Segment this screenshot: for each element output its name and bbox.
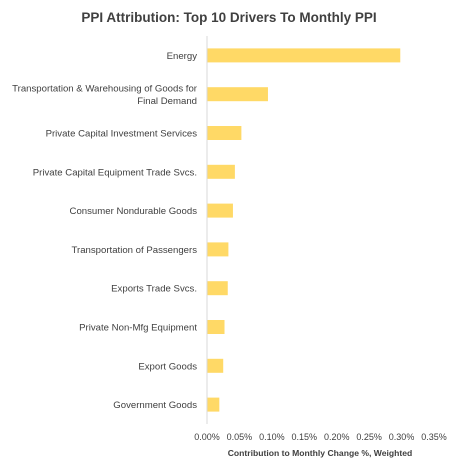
category-label-1: Transportation & Warehousing of Goods fo… (12, 83, 198, 107)
category-label-0: Energy (167, 51, 198, 62)
category-label-line: Government Goods (113, 400, 197, 411)
category-label-2: Private Capital Investment Services (46, 129, 198, 140)
category-label-line: Export Goods (138, 361, 197, 372)
bar-2 (207, 126, 242, 140)
category-label-6: Exports Trade Svcs. (111, 284, 197, 295)
bar-6 (207, 281, 228, 296)
category-label-8: Export Goods (138, 361, 197, 372)
bar-4 (207, 203, 233, 218)
category-labels-group: Energy Transportation & Warehousing of Go… (12, 51, 198, 411)
category-label-line: Transportation of Passengers (72, 245, 198, 256)
bar-9 (207, 397, 220, 412)
category-label-line: Transportation & Warehousing of Goods fo… (12, 83, 198, 94)
x-tick-label-6: 0.30% (389, 432, 415, 442)
category-label-4: Consumer Nondurable Goods (70, 206, 198, 217)
x-axis-label: Contribution to Monthly Change %, Weight… (228, 448, 413, 458)
category-label-3: Private Capital Equipment Trade Svcs. (33, 167, 197, 178)
category-label-line: Private Non-Mfg Equipment (79, 323, 197, 334)
x-tick-label-5: 0.25% (356, 432, 382, 442)
bars-group (207, 48, 401, 412)
bar-8 (207, 358, 224, 373)
chart-title: PPI Attribution: Top 10 Drivers To Month… (81, 10, 376, 25)
x-tick-label-3: 0.15% (292, 432, 318, 442)
bar-1 (207, 87, 268, 102)
category-label-line: Private Capital Investment Services (46, 129, 198, 140)
bar-3 (207, 164, 235, 179)
x-tick-label-4: 0.20% (324, 432, 350, 442)
category-label-line: Final Demand (137, 96, 197, 107)
x-tick-label-2: 0.10% (259, 432, 285, 442)
category-label-line: Consumer Nondurable Goods (70, 206, 198, 217)
x-tick-labels-group: 0.00% 0.05% 0.10% 0.15% 0.20% 0.25% 0.30% 0.35% (194, 432, 447, 442)
bar-5 (207, 242, 229, 257)
category-label-9: Government Goods (113, 400, 197, 411)
x-tick-label-0: 0.00% (194, 432, 220, 442)
category-label-line: Exports Trade Svcs. (111, 284, 197, 295)
category-label-line: Private Capital Equipment Trade Svcs. (33, 167, 197, 178)
x-tick-label-1: 0.05% (227, 432, 253, 442)
bar-0 (207, 48, 401, 63)
category-label-line: Energy (167, 51, 198, 62)
category-label-7: Private Non-Mfg Equipment (79, 323, 197, 334)
category-label-5: Transportation of Passengers (72, 245, 198, 256)
bar-7 (207, 320, 225, 334)
x-tick-label-7: 0.35% (421, 432, 447, 442)
